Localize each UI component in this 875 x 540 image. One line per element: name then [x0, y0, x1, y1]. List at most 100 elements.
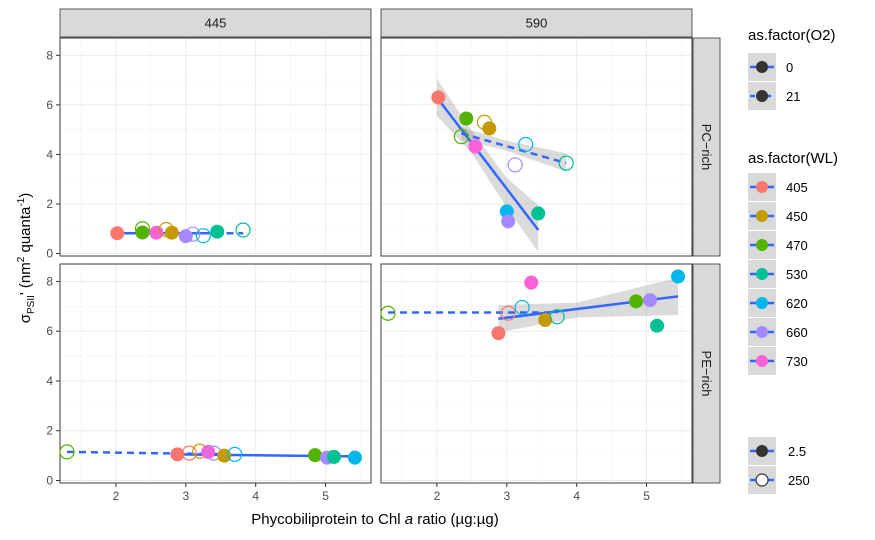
data-point-wl-470	[135, 225, 150, 240]
data-point-wl-530	[210, 224, 225, 239]
x-tick-label: 3	[503, 489, 510, 503]
legend-size-entry: 250	[748, 466, 810, 494]
data-point-wl-470	[629, 294, 644, 309]
legend-label: 730	[786, 354, 808, 369]
data-point-wl-405	[181, 445, 197, 461]
legend-label: 660	[786, 325, 808, 340]
x-tick-label: 4	[573, 489, 580, 503]
data-point-wl-730	[468, 139, 483, 154]
panel-border	[380, 37, 693, 257]
y-axis-title-mid: quanta	[17, 206, 34, 257]
y-tick-label: 6	[46, 98, 53, 112]
data-point-wl-405	[491, 326, 506, 341]
panel-data-1-1	[380, 269, 686, 341]
x-tick-label: 4	[252, 489, 259, 503]
data-point-wl-470	[459, 111, 474, 126]
panel-border	[380, 263, 693, 484]
legend-point-swatch	[756, 355, 768, 367]
data-point-wl-530	[326, 449, 341, 464]
legend-label: 450	[786, 209, 808, 224]
data-point-wl-660	[501, 214, 516, 229]
fit-line-solid	[435, 96, 540, 231]
legend-point-swatch	[756, 297, 768, 309]
facet-strip-label: PE−rich	[699, 351, 714, 397]
legend-label: 2.5	[788, 444, 806, 459]
facet-strip-col-445	[59, 8, 372, 38]
data-point-wl-620	[195, 228, 211, 244]
legend-o2-entry-0: 0	[748, 53, 793, 81]
y-axis-title-end: )	[17, 193, 34, 198]
panel-1-0	[59, 263, 372, 484]
data-point-wl-450	[482, 121, 497, 136]
y-axis-title-sub: PSII	[26, 295, 37, 314]
facet-strip-col-590	[380, 8, 693, 38]
data-point-wl-620	[227, 446, 243, 462]
x-axis-title-part-3: ratio (µg:µg)	[413, 511, 499, 528]
data-point-wl-730	[524, 275, 539, 290]
legend-wl-entry-620: 620	[748, 289, 808, 317]
panels-layer	[59, 37, 693, 484]
y-tick-label: 2	[46, 424, 53, 438]
data-point-wl-470	[134, 221, 151, 237]
x-tick-label: 2	[113, 489, 120, 503]
axes-layer: 445 590 PC−rich PE−rich 0 2 4 6 8 0 2 4 6 8 2 3 4 5 2 3 4 5	[46, 8, 721, 503]
facet-strip-row	[692, 37, 721, 257]
y-tick-label: 6	[46, 324, 53, 338]
legend-point-swatch	[756, 445, 768, 457]
panel-data-1-0	[59, 443, 362, 465]
x-axis-title: Phycobiliprotein to Chl a ratio (µg:µg)	[251, 511, 498, 528]
y-tick-label: 0	[46, 247, 53, 261]
data-point-wl-620	[347, 450, 362, 465]
legend-label: 405	[786, 180, 808, 195]
data-point-wl-405	[431, 90, 446, 105]
data-point-wl-530	[531, 206, 546, 221]
legend-wl-entry-730: 730	[748, 347, 808, 375]
legend-point-swatch	[756, 268, 768, 280]
data-point-wl-470	[453, 128, 469, 145]
y-axis-title-sup1: 2	[16, 256, 27, 262]
legend-label: 530	[786, 267, 808, 282]
data-point-wl-730	[149, 225, 164, 240]
fit-line-dashed	[66, 450, 235, 456]
y-axis-title-sigma: σ	[17, 313, 34, 323]
panel-border	[59, 37, 372, 257]
data-point-wl-620	[518, 136, 534, 153]
panel-data-0-1	[431, 78, 574, 253]
data-point-wl-405	[170, 447, 185, 462]
data-point-wl-530	[558, 155, 574, 171]
data-point-wl-450	[164, 225, 179, 240]
data-point-wl-660	[185, 226, 201, 242]
legend-point-swatch	[756, 90, 768, 102]
legend-point-swatch	[756, 326, 768, 338]
data-point-wl-620	[514, 299, 530, 316]
x-tick-label: 3	[182, 489, 189, 503]
legend-o2-entry-21: 21	[748, 82, 800, 110]
legend: as.factor(O2) as.factor(WL) 0 21 405 450 470…	[748, 27, 838, 494]
legend-point-swatch	[755, 473, 769, 487]
legend-wl-entry-660: 660	[748, 318, 808, 346]
data-point-wl-470	[308, 448, 323, 463]
y-tick-label: 4	[46, 374, 53, 388]
data-point-wl-620	[671, 269, 686, 284]
legend-label: 470	[786, 238, 808, 253]
legend-size-entry: 2.5	[748, 437, 806, 465]
y-axis-title-sup2: -1	[16, 197, 27, 206]
legend-label: 620	[786, 296, 808, 311]
panel-border	[59, 263, 372, 484]
data-point-wl-450	[538, 312, 553, 327]
data-point-wl-660	[643, 293, 658, 308]
y-tick-label: 0	[46, 474, 53, 488]
data-point-wl-470	[380, 305, 396, 321]
legend-label: 21	[786, 89, 800, 104]
legend-wl-entry-405: 405	[748, 173, 808, 201]
legend-label: 0	[786, 60, 793, 75]
data-point-wl-730	[201, 444, 216, 459]
panel-0-0	[59, 37, 372, 257]
data-point-wl-660	[507, 157, 523, 173]
x-tick-label: 2	[434, 489, 441, 503]
legend-wl-entry-450: 450	[748, 202, 808, 230]
legend-point-swatch	[756, 210, 768, 222]
x-tick-label: 5	[322, 489, 329, 503]
x-axis-title-part-1: Phycobiliprotein to Chl	[251, 511, 404, 528]
